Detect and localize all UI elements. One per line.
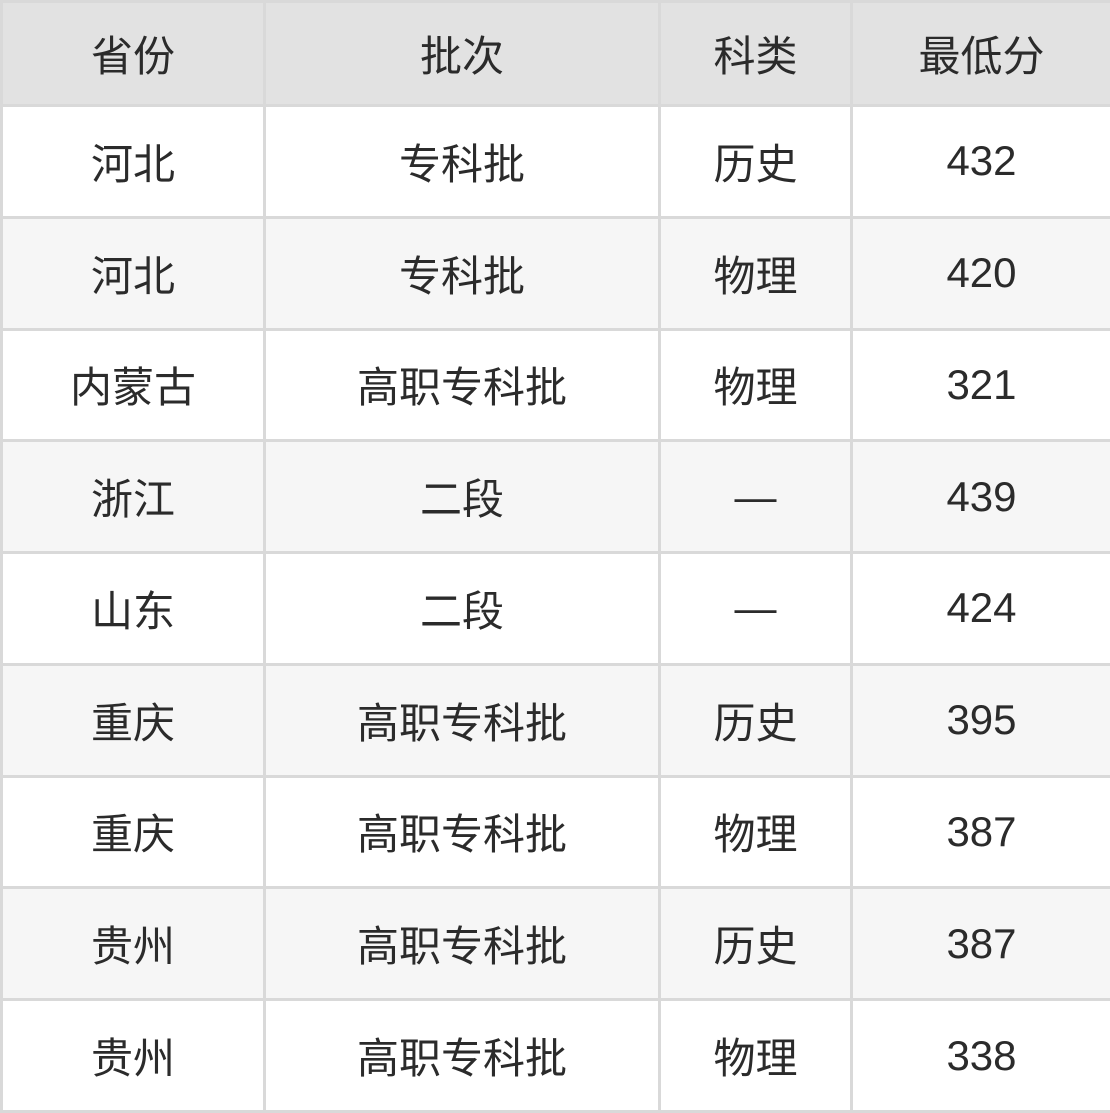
header-cell-batch: 批次: [263, 0, 661, 107]
cell-min-score: 432: [850, 104, 1110, 219]
cell-min-score: 420: [850, 215, 1110, 331]
header-cell-min-score: 最低分: [850, 0, 1110, 107]
cell-category: 物理: [658, 327, 853, 443]
cell-province: 重庆: [0, 774, 266, 890]
cell-category: —: [658, 439, 853, 555]
cell-province: 贵州: [0, 998, 266, 1113]
cell-province: 浙江: [0, 439, 266, 555]
cell-category: 物理: [658, 774, 853, 890]
cell-batch: 高职专科批: [263, 998, 661, 1113]
cell-category: 物理: [658, 998, 853, 1113]
cell-min-score: 387: [850, 886, 1110, 1002]
header-row: 省份 批次 科类 最低分: [0, 0, 1110, 107]
cell-batch: 二段: [263, 551, 661, 666]
cell-province: 重庆: [0, 662, 266, 778]
cell-category: —: [658, 551, 853, 666]
cell-batch: 高职专科批: [263, 886, 661, 1002]
cell-province: 河北: [0, 104, 266, 219]
cell-min-score: 338: [850, 998, 1110, 1113]
table-row: 河北 专科批 物理 420: [0, 215, 1110, 331]
cell-min-score: 424: [850, 551, 1110, 666]
table-body: 河北 专科批 历史 432 河北 专科批 物理 420 内蒙古 高职专科批 物理 321 浙江 二段 —43…: [0, 104, 1110, 1113]
cell-province: 山东: [0, 551, 266, 666]
cell-batch: 专科批: [263, 215, 661, 331]
cell-category: 历史: [658, 662, 853, 778]
cell-province: 贵州: [0, 886, 266, 1002]
header-cell-province: 省份: [0, 0, 266, 107]
cell-category: 物理: [658, 215, 853, 331]
header-cell-category: 科类: [658, 0, 853, 107]
cell-min-score: 321: [850, 327, 1110, 443]
table-row: 河北 专科批 历史 432: [0, 104, 1110, 219]
cell-min-score: 395: [850, 662, 1110, 778]
cell-province: 河北: [0, 215, 266, 331]
table-row: 重庆 高职专科批 历史 395: [0, 662, 1110, 778]
cell-min-score: 387: [850, 774, 1110, 890]
cell-batch: 高职专科批: [263, 774, 661, 890]
cell-min-score: 439: [850, 439, 1110, 555]
cell-batch: 二段: [263, 439, 661, 555]
table-row: 内蒙古 高职专科批 物理 321: [0, 327, 1110, 443]
cell-batch: 专科批: [263, 104, 661, 219]
cell-category: 历史: [658, 886, 853, 1002]
cell-category: 历史: [658, 104, 853, 219]
cell-batch: 高职专科批: [263, 662, 661, 778]
table-row: 贵州 高职专科批 物理 338: [0, 998, 1110, 1113]
cell-batch: 高职专科批: [263, 327, 661, 443]
table-row: 重庆 高职专科批 物理 387: [0, 774, 1110, 890]
cell-province: 内蒙古: [0, 327, 266, 443]
table-row: 贵州 高职专科批 历史 387: [0, 886, 1110, 1002]
table-row: 浙江 二段 —439: [0, 439, 1110, 555]
table-row: 山东 二段 —424: [0, 551, 1110, 666]
